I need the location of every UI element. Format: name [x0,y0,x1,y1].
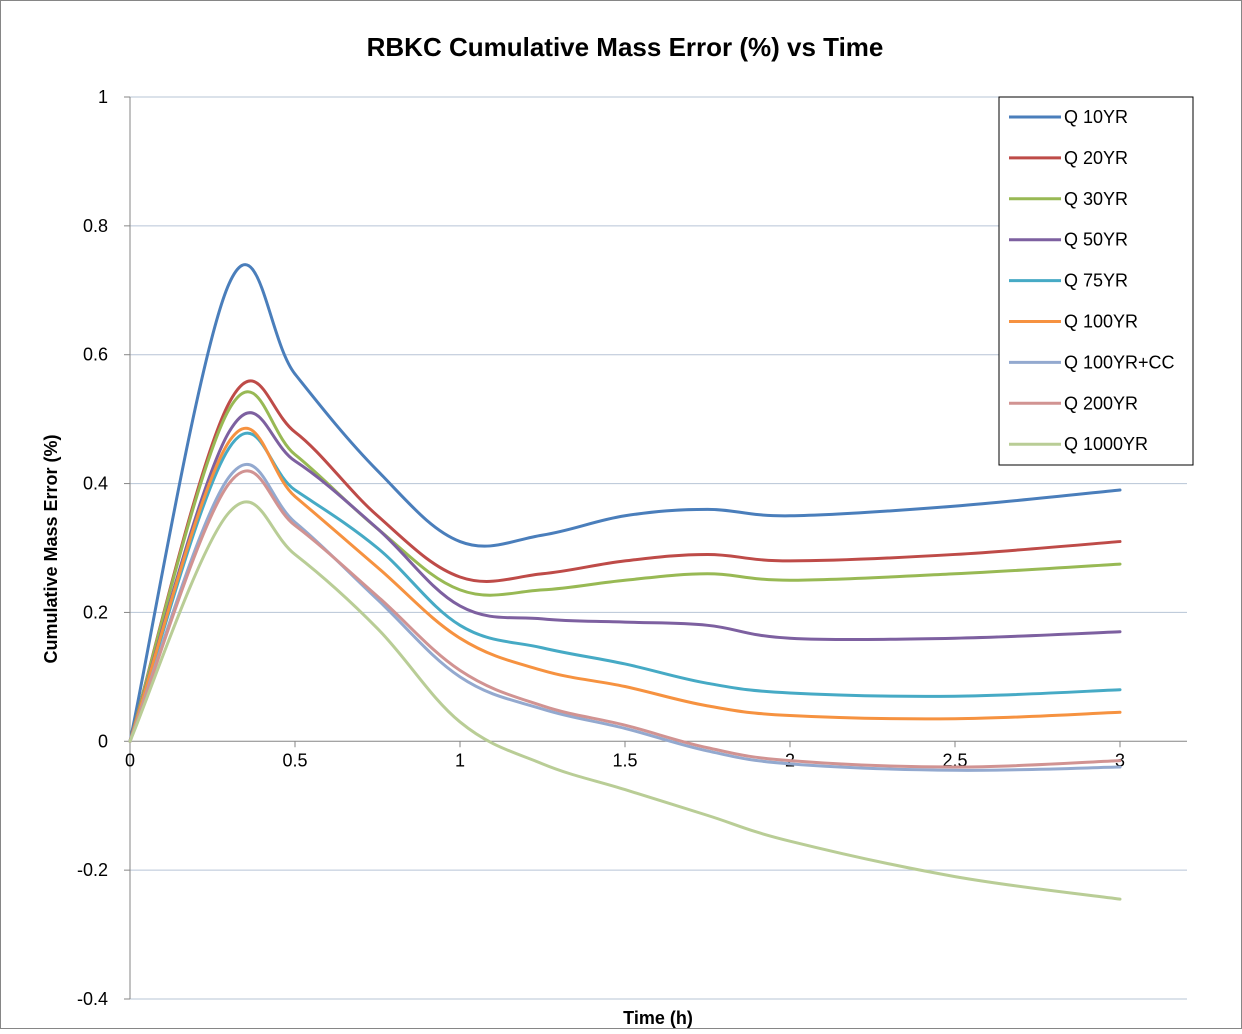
y-tick-label: 0.2 [83,602,108,622]
series-line-q-50yr [128,411,1122,743]
legend-label-q-100yr-cc: Q 100YR+CC [1064,352,1175,372]
series-line-q-1000yr [128,500,1122,901]
series-line-q-100yr-cc [128,462,1122,772]
legend-label-q-1000yr: Q 1000YR [1064,434,1148,454]
legend-label-q-10yr: Q 10YR [1064,107,1128,127]
y-tick-label: -0.4 [77,989,108,1009]
legend-label-q-200yr: Q 200YR [1064,393,1138,413]
x-tick-label: 2.5 [942,750,967,770]
legend: Q 10YR Q 20YR Q 30YR Q 50YR Q 75YR Q 100YR Q 1… [998,96,1194,466]
y-tick-label: 0 [98,731,108,751]
y-axis-label: Cumulative Mass Error (%) [41,434,61,663]
series-line-q-10yr [128,263,1122,743]
legend-label-q-75yr: Q 75YR [1064,271,1128,291]
series-line-q-75yr [128,431,1122,743]
x-tick-label: 0.5 [282,750,307,770]
legend-label-q-50yr: Q 50YR [1064,230,1128,250]
axes [124,96,1187,1000]
y-tick-label: 0.6 [83,345,108,365]
legend-label-q-20yr: Q 20YR [1064,148,1128,168]
legend-label-q-100yr: Q 100YR [1064,312,1138,332]
legend-label-q-30yr: Q 30YR [1064,189,1128,209]
series-line-q-100yr [128,426,1122,743]
series-lines [128,263,1122,901]
series-line-q-30yr [128,390,1122,743]
series-line-q-20yr [128,379,1122,743]
x-axis-label: Time (h) [623,1008,693,1028]
x-tick-label: 0 [125,750,135,770]
y-tick-label: 0.4 [83,474,108,494]
y-tick-label: 0.8 [83,216,108,236]
chart-title: RBKC Cumulative Mass Error (%) vs Time [367,32,884,62]
series-line-q-200yr [128,469,1122,769]
x-tick-label: 1 [455,750,465,770]
x-tick-label: 1.5 [612,750,637,770]
y-tick-label: -0.2 [77,860,108,880]
y-tick-label: 1 [98,87,108,107]
